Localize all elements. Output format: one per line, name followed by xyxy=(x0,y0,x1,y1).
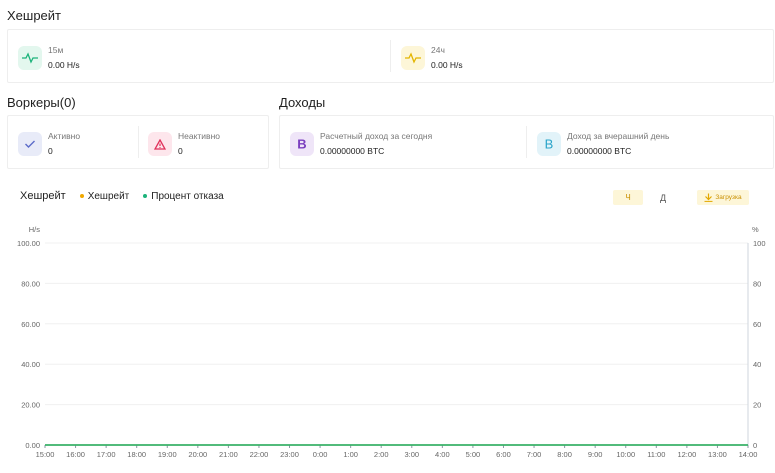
x-axis-ticks: 15:00 16:00 17:00 18:00 19:00 20:00 21:00 22:00… xyxy=(36,445,758,459)
stat-value: 0.00 H/s xyxy=(48,60,80,70)
workers-inactive-stat[interactable]: Неактивно 0 xyxy=(148,130,220,158)
legend-item-hashrate[interactable]: Хешрейт xyxy=(79,190,130,202)
legend-label: Хешрейт xyxy=(87,190,130,202)
x-tick-label: 5:00 xyxy=(466,450,481,459)
stat-value: 0.00 H/s xyxy=(431,60,463,70)
x-tick-label: 17:00 xyxy=(97,450,116,459)
x-tick-label: 10:00 xyxy=(616,450,635,459)
workers-section-title: Воркеры(0) xyxy=(7,95,76,110)
x-tick-label: 1:00 xyxy=(343,450,358,459)
x-tick-label: 16:00 xyxy=(66,450,85,459)
chart-header: Хешрейт Хешрейт Процент отказа xyxy=(20,190,224,202)
hashrate-section-title: Хешрейт xyxy=(7,8,62,23)
income-section-title: Доходы xyxy=(279,95,326,110)
download-label: Загрузка xyxy=(715,194,742,201)
x-tick-label: 22:00 xyxy=(250,450,269,459)
x-tick-label: 20:00 xyxy=(188,450,207,459)
hashrate-15m-stat: 15м 0.00 H/s xyxy=(18,44,80,72)
x-tick-label: 3:00 xyxy=(404,450,419,459)
stat-value: 0 xyxy=(48,146,53,156)
income-today-stat: B Расчетный доход за сегодня 0.00000000 … xyxy=(290,130,432,158)
y-tick-label: 20.00 xyxy=(21,401,40,410)
legend-dot xyxy=(79,194,84,198)
y2-axis-ticks: 0 20 40 60 80 100 xyxy=(753,239,766,450)
stat-value: 0.00000000 BTC xyxy=(567,146,632,156)
stat-label: Активно xyxy=(48,131,81,141)
y-axis-label: H/s xyxy=(29,225,41,234)
hashrate-24h-stat: 24ч 0.00 H/s xyxy=(401,44,463,72)
x-tick-label: 19:00 xyxy=(158,450,177,459)
day-toggle-button[interactable]: Д xyxy=(659,192,667,203)
download-icon xyxy=(704,193,713,202)
pulse-icon xyxy=(18,46,42,70)
y-tick-label: 40.00 xyxy=(21,360,40,369)
legend-label: Процент отказа xyxy=(151,190,224,202)
stat-value: 0.00000000 BTC xyxy=(320,146,385,156)
x-tick-label: 7:00 xyxy=(527,450,542,459)
legend-item-reject-rate[interactable]: Процент отказа xyxy=(143,190,224,202)
x-tick-label: 8:00 xyxy=(557,450,572,459)
legend-dot xyxy=(143,194,148,198)
bitcoin-icon: B xyxy=(290,132,314,156)
x-tick-label: 11:00 xyxy=(647,450,665,459)
stat-value: 0 xyxy=(178,146,183,156)
hashrate-chart: H/s % 0.00 20.00 40.00 60.00 80.00 100.00 0 20… xyxy=(17,225,766,459)
pulse-icon xyxy=(401,46,425,70)
y2-tick-label: 0 xyxy=(753,441,757,450)
income-divider xyxy=(526,126,527,158)
warning-triangle-icon xyxy=(148,132,172,156)
download-button[interactable]: Загрузка xyxy=(697,190,749,205)
stat-label: 15м xyxy=(48,45,64,55)
x-tick-label: 2:00 xyxy=(374,450,389,459)
y2-tick-label: 60 xyxy=(753,320,761,329)
x-tick-label: 0:00 xyxy=(313,450,328,459)
x-tick-label: 4:00 xyxy=(435,450,450,459)
workers-active-stat[interactable]: Активно 0 xyxy=(18,130,80,158)
chart-grid xyxy=(45,242,748,446)
income-yesterday-stat: B Доход за вчерашний день 0.00000000 BTC xyxy=(537,130,669,158)
bitcoin-icon: B xyxy=(537,132,561,156)
hashrate-divider xyxy=(390,40,391,72)
y-axis-ticks: 0.00 20.00 40.00 60.00 80.00 100.00 xyxy=(17,239,40,450)
x-tick-label: 15:00 xyxy=(36,450,55,459)
y-tick-label: 60.00 xyxy=(21,320,40,329)
x-tick-label: 18:00 xyxy=(127,450,146,459)
stat-label: Доход за вчерашний день xyxy=(567,131,670,141)
x-tick-label: 9:00 xyxy=(588,450,603,459)
y-tick-label: 0.00 xyxy=(25,441,40,450)
hour-toggle-button[interactable]: Ч xyxy=(613,190,643,205)
y2-axis-label: % xyxy=(752,225,759,234)
x-tick-label: 21:00 xyxy=(219,450,238,459)
stat-label: 24ч xyxy=(431,45,445,55)
y2-tick-label: 100 xyxy=(753,239,766,248)
check-icon xyxy=(18,132,42,156)
x-tick-label: 6:00 xyxy=(496,450,511,459)
stat-label: Неактивно xyxy=(178,131,220,141)
stat-label: Расчетный доход за сегодня xyxy=(320,131,433,141)
svg-text:B: B xyxy=(545,137,554,151)
y2-tick-label: 40 xyxy=(753,360,761,369)
x-tick-label: 13:00 xyxy=(708,450,727,459)
y2-tick-label: 80 xyxy=(753,279,761,288)
x-tick-label: 23:00 xyxy=(280,450,299,459)
x-tick-label: 12:00 xyxy=(677,450,696,459)
workers-divider xyxy=(138,126,139,158)
x-tick-label: 14:00 xyxy=(739,450,758,459)
y2-tick-label: 20 xyxy=(753,401,761,410)
y-tick-label: 100.00 xyxy=(17,239,40,248)
chart-title: Хешрейт xyxy=(20,190,66,202)
svg-text:B: B xyxy=(297,137,306,151)
y-tick-label: 80.00 xyxy=(21,279,40,288)
